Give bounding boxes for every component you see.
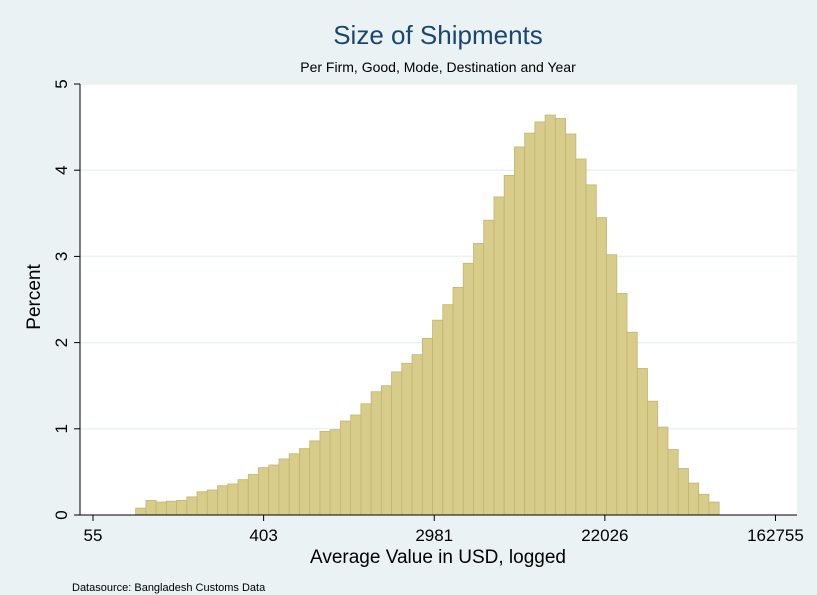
x-tick-label-4: 162755 [747,526,804,545]
histogram-bar [217,485,229,516]
histogram-bar [165,500,178,516]
histogram-bar [534,121,546,516]
histogram-bar [329,429,341,516]
histogram-bar [616,293,628,516]
x-axis-title: Average Value in USD, logged [310,547,566,568]
histogram-bar [544,114,556,516]
histogram-bar [575,158,587,516]
x-tick-label-2: 2981 [415,526,453,545]
histogram-bar [606,254,618,516]
histogram-bar [708,501,720,516]
histogram-bar [339,420,352,516]
histogram-bar [503,174,515,516]
x-tick-label-0: 55 [84,526,103,545]
histogram-bar [360,403,372,516]
histogram-bar [227,483,239,516]
y-tick-label-2: 2 [52,338,71,347]
histogram-bar [483,219,495,516]
histogram-bar [595,217,607,516]
histogram-bar [206,489,218,516]
histogram-bar [411,354,423,516]
histogram-bar [350,414,362,516]
histogram-bar [421,337,433,516]
histogram-bar [688,482,700,516]
y-axis-title: Percent [24,264,45,330]
histogram-bar [657,426,669,516]
histogram-bar [493,196,505,516]
histogram-bar [299,448,311,516]
histogram-bar [636,368,648,516]
y-tick-label-0: 0 [52,510,71,519]
histogram-bar [155,501,167,516]
histogram-bar [432,319,444,516]
histogram-bar [554,118,567,516]
histogram-bar [565,133,577,516]
histogram-bar [442,304,454,516]
histogram-bar [698,493,710,516]
chart-title: Size of Shipments [333,20,543,50]
histogram-bar [135,507,147,516]
histogram-bar [401,362,413,516]
histogram-bar [196,491,208,516]
datasource-note: Datasource: Bangladesh Customs Data [72,582,266,594]
histogram-bar [626,331,638,516]
histogram-bar [288,453,300,516]
histogram-bar [452,287,464,516]
histogram-bar [268,464,280,516]
histogram-bar [677,468,689,516]
histogram-bar [237,479,249,516]
histogram-bar [309,440,321,516]
histogram-bar [380,385,392,516]
histogram-bar [585,184,597,516]
histogram-bar [473,243,485,516]
x-tick-label-3: 22026 [581,526,628,545]
histogram-bar [391,371,403,516]
histogram-bar [176,499,188,516]
histogram-bar [514,146,526,516]
x-tick-label-1: 403 [249,526,277,545]
histogram-bar [145,499,157,516]
histogram-bar [247,474,259,516]
histogram-bar [319,430,331,516]
y-tick-label-1: 1 [52,424,71,433]
y-tick-label-5: 5 [52,79,71,88]
histogram-bar [370,391,382,516]
histogram-bar [647,400,659,516]
histogram-bar [667,449,679,516]
histogram-bar [258,467,270,516]
histogram-bar [524,132,536,516]
histogram-bar [462,262,474,516]
chart-subtitle: Per Firm, Good, Mode, Destination and Ye… [300,59,576,75]
histogram-bar [186,496,198,516]
y-tick-label-4: 4 [52,165,71,174]
axes: 55 403 2981 22026 162755 0 1 2 3 4 5 [52,79,804,545]
histogram-bar [278,458,290,516]
y-tick-label-3: 3 [52,252,71,261]
